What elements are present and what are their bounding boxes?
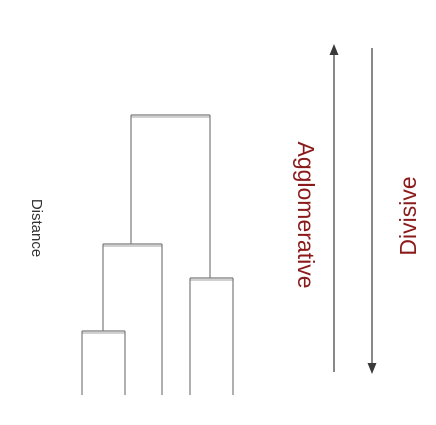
dendrogram-left-merge [102, 243, 163, 395]
dendrogram [81, 114, 234, 395]
agglomerative-arrow [329, 44, 339, 372]
arrow-up-icon [329, 44, 339, 55]
divisive-label: Divisive [395, 176, 421, 255]
agglomerative-label: Agglomerative [293, 141, 319, 288]
divisive-arrow [367, 48, 377, 374]
distance-axis-label: Distance [28, 199, 45, 257]
dendrogram-leaf-pair-left [81, 330, 126, 395]
dendrogram-top-merge [130, 114, 211, 278]
dendrogram-leaf-pair-right [189, 277, 234, 395]
arrow-down-icon [367, 363, 377, 374]
